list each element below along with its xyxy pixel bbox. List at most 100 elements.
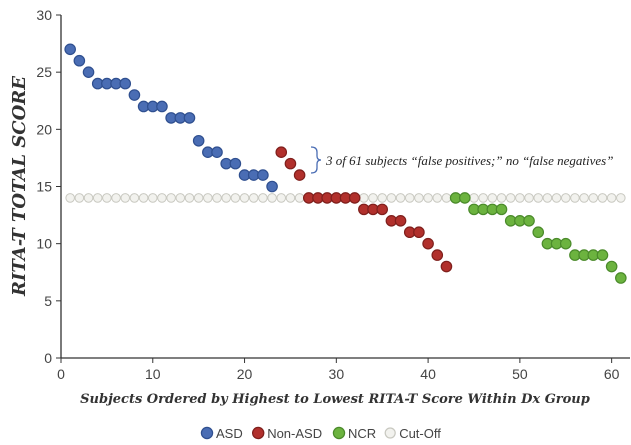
point-cut-off <box>166 193 176 203</box>
point-cut-off <box>212 193 222 203</box>
x-tick-label: 10 <box>145 366 161 382</box>
legend: ASD Non-ASD NCR Cut-Off <box>200 426 441 441</box>
point-cut-off <box>138 193 149 203</box>
point-asd <box>211 146 223 158</box>
point-cut-off <box>129 193 140 203</box>
point-cut-off <box>588 193 599 203</box>
y-axis-title: RITA-T TOTAL SCORE <box>9 76 30 297</box>
legend-label-cut-off: Cut-Off <box>399 426 441 441</box>
point-cut-off <box>92 193 103 203</box>
annotation-text: 3 of 61 subjects “false positives;” no “… <box>325 153 613 168</box>
x-tick-label: 0 <box>57 366 65 382</box>
x-tick-label: 20 <box>237 366 253 382</box>
legend-label-non-asd: Non-ASD <box>267 426 322 441</box>
point-ncr <box>532 226 545 239</box>
point-cut-off <box>147 193 158 203</box>
point-cut-off <box>423 193 433 203</box>
y-tick-label: 10 <box>36 236 52 252</box>
y-tick-label: 5 <box>44 293 52 309</box>
point-ncr <box>605 260 618 273</box>
legend-marker-ncr <box>332 426 346 440</box>
point-cut-off <box>441 193 452 203</box>
point-ncr <box>596 249 609 261</box>
point-asd <box>266 180 278 193</box>
point-cut-off <box>505 193 516 203</box>
point-cut-off <box>74 193 85 203</box>
point-cut-off <box>478 193 488 203</box>
point-cut-off <box>184 193 195 203</box>
point-ncr <box>495 203 508 216</box>
point-cut-off <box>120 193 131 203</box>
y-tick-label: 30 <box>36 7 52 23</box>
point-cut-off <box>432 193 443 203</box>
x-tick-label: 40 <box>420 366 436 382</box>
x-tick-label: 50 <box>512 366 528 382</box>
point-non-asd <box>413 226 425 239</box>
points-layer <box>64 43 627 284</box>
point-asd <box>128 89 141 101</box>
point-asd <box>183 112 196 124</box>
x-tick-label: 60 <box>604 366 620 382</box>
point-non-asd <box>275 146 288 158</box>
legend-marker-asd <box>200 426 214 440</box>
point-asd <box>192 134 205 147</box>
legend-marker-non-asd <box>252 426 265 440</box>
point-cut-off <box>175 193 186 203</box>
point-cut-off <box>294 193 305 203</box>
point-cut-off <box>395 193 406 203</box>
point-ncr <box>615 272 627 284</box>
point-asd <box>64 43 76 56</box>
point-cut-off <box>65 193 75 203</box>
x-tick-label: 30 <box>329 366 345 382</box>
point-cut-off <box>551 193 562 203</box>
point-cut-off <box>285 193 296 203</box>
point-cut-off <box>221 193 231 203</box>
point-non-asd <box>348 192 361 204</box>
point-ncr <box>559 237 572 250</box>
point-non-asd <box>394 215 407 227</box>
point-asd <box>156 100 168 113</box>
point-cut-off <box>487 193 498 203</box>
point-asd <box>229 157 242 170</box>
point-cut-off <box>579 193 589 203</box>
y-tick-label: 25 <box>36 64 52 80</box>
point-cut-off <box>368 193 378 203</box>
point-cut-off <box>524 193 534 203</box>
y-tick-label: 0 <box>44 350 52 366</box>
point-cut-off <box>157 193 167 203</box>
annotation: 3 of 61 subjects “false positives;” no “… <box>310 146 613 174</box>
point-cut-off <box>414 193 424 203</box>
legend-label-ncr: NCR <box>348 426 376 441</box>
point-cut-off <box>111 193 121 203</box>
point-cut-off <box>542 193 553 203</box>
point-cut-off <box>469 193 479 203</box>
point-cut-off <box>83 193 94 203</box>
point-cut-off <box>560 193 571 203</box>
point-non-asd <box>440 260 453 273</box>
point-non-asd <box>376 203 389 216</box>
axes: 0 5 10 15 20 25 30 0 10 20 30 40 50 60 <box>36 7 630 382</box>
point-asd <box>73 54 86 67</box>
point-cut-off <box>570 193 580 203</box>
point-cut-off <box>515 193 525 203</box>
point-cut-off <box>616 193 626 203</box>
legend-label-asd: ASD <box>216 426 243 441</box>
point-cut-off <box>239 193 250 203</box>
point-cut-off <box>533 193 544 203</box>
point-asd <box>82 66 95 78</box>
point-cut-off <box>606 193 617 203</box>
point-cut-off <box>258 193 268 203</box>
point-cut-off <box>386 193 397 203</box>
x-axis-title: Subjects Ordered by Highest to Lowest RI… <box>80 392 590 407</box>
point-cut-off <box>102 193 112 203</box>
point-cut-off <box>230 193 241 203</box>
point-cut-off <box>248 193 259 203</box>
point-non-asd <box>422 237 434 250</box>
point-cut-off <box>404 193 415 203</box>
point-non-asd <box>284 157 297 170</box>
point-cut-off <box>267 193 277 203</box>
point-ncr <box>523 215 535 227</box>
point-ncr <box>459 192 471 204</box>
point-cut-off <box>597 193 608 203</box>
